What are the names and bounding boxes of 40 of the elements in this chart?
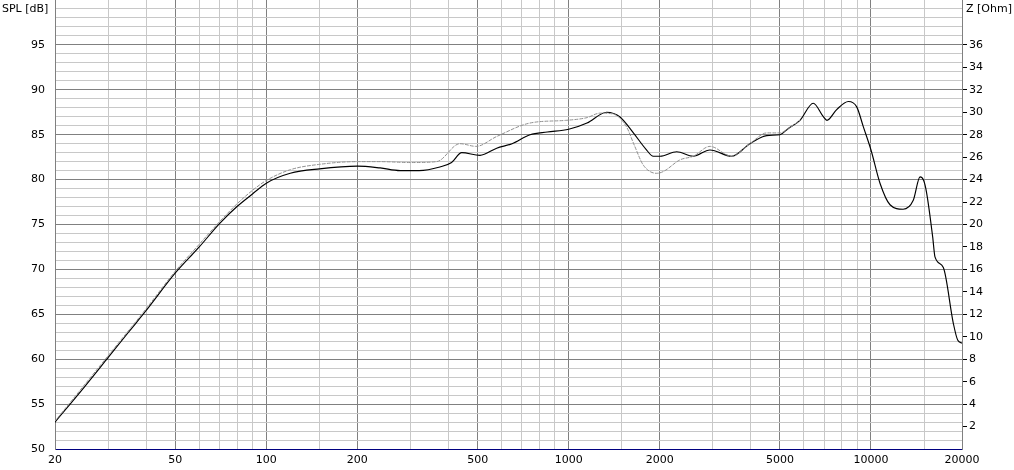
y-tick-label: 60	[31, 352, 45, 366]
x-tick-label: 100	[255, 453, 277, 467]
y-tick-label: 95	[31, 37, 45, 51]
x-tick-label: 50	[168, 453, 183, 467]
y2-tick-label: 34	[969, 60, 983, 74]
y-tick-label: 90	[31, 82, 45, 96]
y2-tick-label: 16	[969, 262, 983, 276]
x-tick-label: 2000	[645, 453, 674, 467]
y2-tick-label: 2	[969, 419, 976, 433]
y2-tick-label: 32	[969, 82, 983, 96]
y-tick-label: 65	[31, 307, 45, 321]
y2-tick-label: 20	[969, 217, 983, 231]
x-tick-label: 1000	[554, 453, 583, 467]
y-tick-label: 70	[31, 262, 45, 276]
y-tick-label: 85	[31, 127, 45, 141]
y2-tick-label: 36	[969, 37, 983, 51]
y2-tick-label: 24	[969, 172, 983, 186]
x-tick-label: 200	[346, 453, 368, 467]
y2-tick-label: 12	[969, 307, 983, 321]
y-axis-title: SPL [dB]	[2, 2, 49, 16]
y2-tick-label: 10	[969, 329, 983, 343]
y2-tick-label: 4	[969, 396, 976, 410]
y2-tick-label: 22	[969, 194, 983, 208]
y-tick-label: 55	[31, 396, 45, 410]
x-tick-label: 20000	[944, 453, 980, 467]
y-tick-label: 75	[31, 217, 45, 231]
y2-tick-label: 30	[969, 105, 983, 119]
y2-tick-label: 28	[969, 127, 983, 141]
x-tick-label: 10000	[853, 453, 889, 467]
y2-tick-label: 26	[969, 150, 983, 164]
y2-tick-label: 18	[969, 239, 983, 253]
y-tick-label: 50	[31, 441, 45, 455]
y2-tick-label: 8	[969, 352, 976, 366]
y-tick-label: 80	[31, 172, 45, 186]
y2-tick-label: 14	[969, 284, 983, 298]
x-tick-label: 20	[48, 453, 62, 467]
y2-tick-label: 6	[969, 374, 976, 388]
x-tick-label: 500	[467, 453, 489, 467]
y2-axis-title: Z [Ohm]	[966, 2, 1012, 16]
x-tick-label: 5000	[765, 453, 794, 467]
